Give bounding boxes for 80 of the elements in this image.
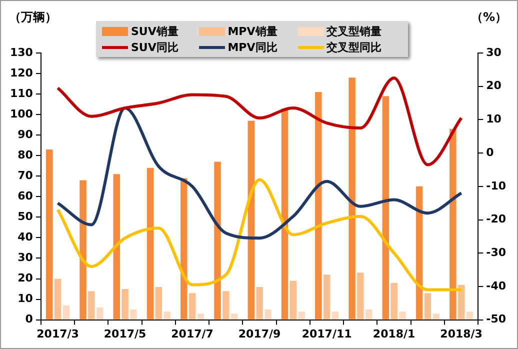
y2-tick-label: -20 [486,212,506,226]
y2-tick-label: 30 [486,46,502,59]
x-tick-label: 2017/3 [36,327,79,340]
y-tick-label: 30 [18,251,34,264]
bar [432,314,440,320]
line-series [56,178,463,292]
y-tick-label: 70 [18,169,34,182]
y2-tick-label: -50 [486,312,506,326]
bar [348,78,356,320]
bar [450,128,456,320]
bar [332,312,339,320]
bar [230,314,238,320]
bar [96,307,104,320]
y-tick-label: 40 [18,230,34,244]
y-tick-label: 20 [18,272,34,285]
y-axis-title: （万辆） [9,9,57,26]
y2-tick-label: -40 [486,279,506,292]
y2-axis-title: （%） [470,9,507,26]
bar [155,286,162,320]
bar [146,168,154,320]
bar [315,92,322,320]
bar [357,272,364,320]
bar [298,312,305,320]
bar [122,289,128,320]
y2-tick-label: 20 [486,79,502,92]
bar [113,174,120,320]
bar [466,312,474,320]
bar [390,282,398,320]
y-tick-label: 10 [18,292,34,306]
legend-label: 交叉型同比 [326,40,382,54]
bar [424,293,432,320]
y-tick-label: 100 [10,107,34,120]
bar [399,312,406,320]
legend-label: SUV销量 [131,24,178,38]
y2-tick-label: -10 [486,179,506,192]
legend-label: MPV销量 [228,24,278,38]
x-tick-label: 2017/9 [238,327,281,340]
legend-label: MPV同比 [228,40,278,54]
y2-tick-label: 0 [486,146,494,159]
line-series [56,106,463,240]
x-tick-label: 2017/7 [171,327,214,340]
bar [88,291,95,320]
y-tick-label: 90 [18,128,34,141]
bar [248,120,254,320]
bar [264,310,272,320]
bar [222,291,230,320]
legend-label: 交叉型销量 [326,24,382,38]
bar [46,149,53,320]
bar [416,186,423,320]
bar [323,274,330,320]
y-tick-label: 120 [10,66,34,80]
y-tick-label: 130 [10,46,34,59]
bar [62,305,70,320]
y2-tick-label: 10 [486,112,502,126]
bar [214,162,221,320]
y2-tick-label: -30 [486,246,506,259]
line-series [56,76,463,166]
bar [54,278,62,320]
x-tick-label: 2018/1 [372,327,416,340]
bar [281,108,288,320]
x-tick-label: 2017/11 [302,327,352,340]
bar [80,180,86,320]
bar [188,293,196,320]
bar [256,286,263,320]
y-tick-label: 60 [18,190,34,203]
bar [458,284,465,320]
y-tick-label: 0 [25,312,34,326]
y-tick-label: 110 [10,86,34,100]
bar [290,280,297,320]
bar [365,310,372,320]
bar [197,314,204,320]
bar [130,310,137,320]
bar [164,312,170,320]
x-tick-label: 2018/3 [440,327,482,340]
y-tick-label: 80 [18,148,34,162]
x-tick-label: 2017/5 [104,327,146,340]
bar [382,96,390,320]
legend-label: SUV同比 [131,40,178,54]
y-tick-label: 50 [18,210,34,224]
bar [180,178,188,320]
